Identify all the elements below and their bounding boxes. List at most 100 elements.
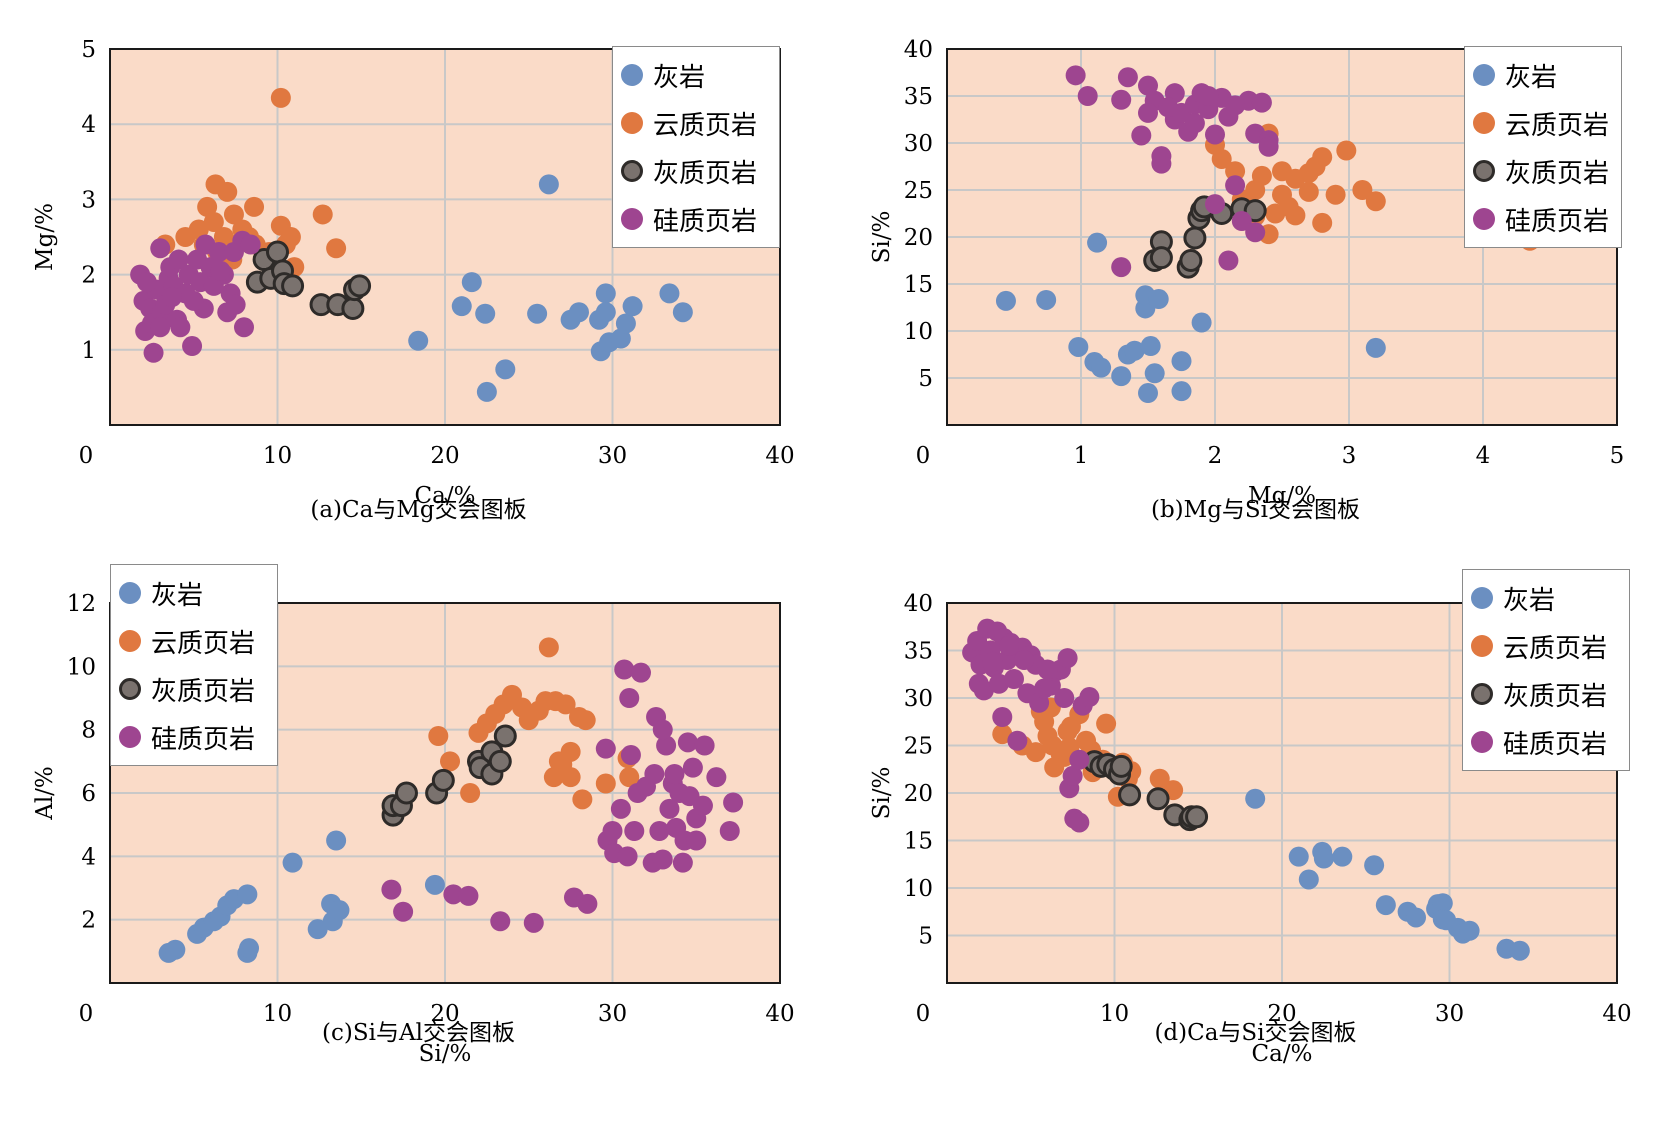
chart-b-point [1225,175,1246,196]
chart-a-legend-marker [621,64,643,86]
chart-d-point [1037,659,1058,680]
chart-a-point [461,272,482,293]
chart-d-ytick-label: 15 [904,829,933,855]
chart-a-point [136,272,157,293]
chart-d-frame [946,602,1618,984]
chart-b-legend-item: 硅质页岩 [1473,195,1613,243]
chart-b-point [1191,312,1212,333]
chart-d-point [1245,788,1266,809]
chart-d-point [973,680,994,701]
chart-c-legend-marker [119,630,141,652]
chart-panel-b: 0 1 2 3 4 5 5 10 15 20 25 30 35 40 Mg/% Si/% (b)Mg与Si交会… [837,0,1674,573]
chart-d-legend-item: 灰质页岩 [1471,670,1621,718]
chart-c-point [617,846,638,867]
chart-a-point [210,260,231,281]
chart-d-legend-label: 灰质页岩 [1503,681,1608,712]
chart-b-point [1312,212,1333,233]
chart-c-caption: (c)Si与Al交会图板 [322,1020,515,1046]
chart-d-point [1332,846,1353,867]
chart-a-point [326,238,347,259]
chart-a-point [266,240,289,264]
chart-c-point [560,767,581,788]
chart-c-point [602,821,623,841]
chart-b-legend: 灰岩 云质页岩 灰质页岩 硅质页岩 [1464,46,1622,248]
chart-b-ytick-label: 10 [904,319,933,345]
chart-b-legend-item: 云质页岩 [1473,99,1613,147]
chart-d-xtick-label: 10 [1100,1001,1129,1027]
chart-b-ytick-label: 5 [918,366,933,392]
chart-b-xlabel: Mg/% [1248,483,1316,509]
chart-d-legend-item: 硅质页岩 [1471,718,1621,766]
chart-c-point [664,764,685,784]
chart-c-legend-item: 灰岩 [119,569,269,617]
chart-b-point [1336,140,1357,161]
chart-b-point [1179,249,1203,272]
chart-b-point [1184,113,1205,134]
chart-b-point [1138,102,1158,123]
chart-a-xtick-label: 40 [765,443,794,469]
chart-d-point [1432,893,1453,914]
chart-c-point [239,938,260,959]
chart-c-xtick-label: 20 [430,1001,459,1027]
chart-b-xtick-label: 2 [1208,443,1223,469]
chart-d-ytick-label: 30 [904,686,933,712]
chart-c-point [381,879,402,900]
chart-a-legend-item: 灰岩 [621,51,771,99]
chart-a-point [223,204,244,225]
chart-a-point [475,303,496,324]
chart-b-legend-label: 云质页岩 [1505,110,1610,141]
chart-d-ytick-label: 25 [904,734,933,760]
chart-a-ytick-label: 1 [81,338,96,364]
chart-d-point [1288,846,1309,867]
chart-a-xtick-label: 30 [598,443,627,469]
chart-b-legend-label: 灰岩 [1505,62,1558,93]
chart-d-ytick-label: 40 [904,591,933,617]
chart-d-caption: (d)Ca与Si交会图板 [1154,1020,1357,1046]
chart-a-legend-marker [621,208,643,230]
chart-c-point [619,767,640,788]
chart-b-ytick-label: 25 [904,178,933,204]
chart-a-point [161,287,182,308]
chart-c-legend: 灰岩 云质页岩 灰质页岩 硅质页岩 [110,564,278,766]
chart-d-point [992,724,1013,745]
chart-c-point [458,885,479,906]
chart-b-point [1124,340,1145,361]
chart-c-point [682,757,703,778]
chart-b-point [1149,246,1173,270]
chart-b-point [1205,194,1225,215]
chart-b-point [1077,86,1098,106]
chart-a-point [244,196,265,217]
chart-b-ytick-label: 30 [904,131,933,157]
chart-d-legend-label: 灰岩 [1503,585,1556,616]
chart-c-legend-label: 灰质页岩 [151,676,256,707]
chart-c-point [620,745,641,765]
chart-c-point [652,719,673,740]
chart-a-ytick-label: 3 [81,187,96,213]
chart-a-legend-label: 灰岩 [653,62,706,93]
chart-b-point [1171,381,1192,402]
chart-b-point [1171,351,1192,372]
chart-c-ytick-label: 2 [81,908,96,934]
chart-c-legend-marker [119,726,141,748]
chart-d-xtick-label: 20 [1267,1001,1296,1027]
chart-a-point [197,196,218,217]
chart-b-point [1144,363,1165,384]
chart-c-legend-label: 云质页岩 [151,628,256,659]
chart-b-point [1285,168,1306,189]
chart-b-point [1068,336,1089,357]
chart-d-legend-marker [1471,731,1493,753]
chart-d-point [1037,726,1058,746]
chart-b-point [1225,161,1246,182]
chart-d-point [992,707,1013,727]
chart-c-point [326,830,347,851]
chart-c-point [490,911,511,932]
chart-a-point [348,274,372,298]
chart-d-point [1109,754,1133,778]
chart-d-point [998,635,1019,656]
chart-c-point [572,789,593,810]
chart-a-xlabel: Ca/% [415,483,476,509]
chart-b-point [995,290,1016,311]
chart-c-point [677,732,698,753]
chart-a-point [595,283,616,304]
chart-b-point [1183,226,1207,250]
